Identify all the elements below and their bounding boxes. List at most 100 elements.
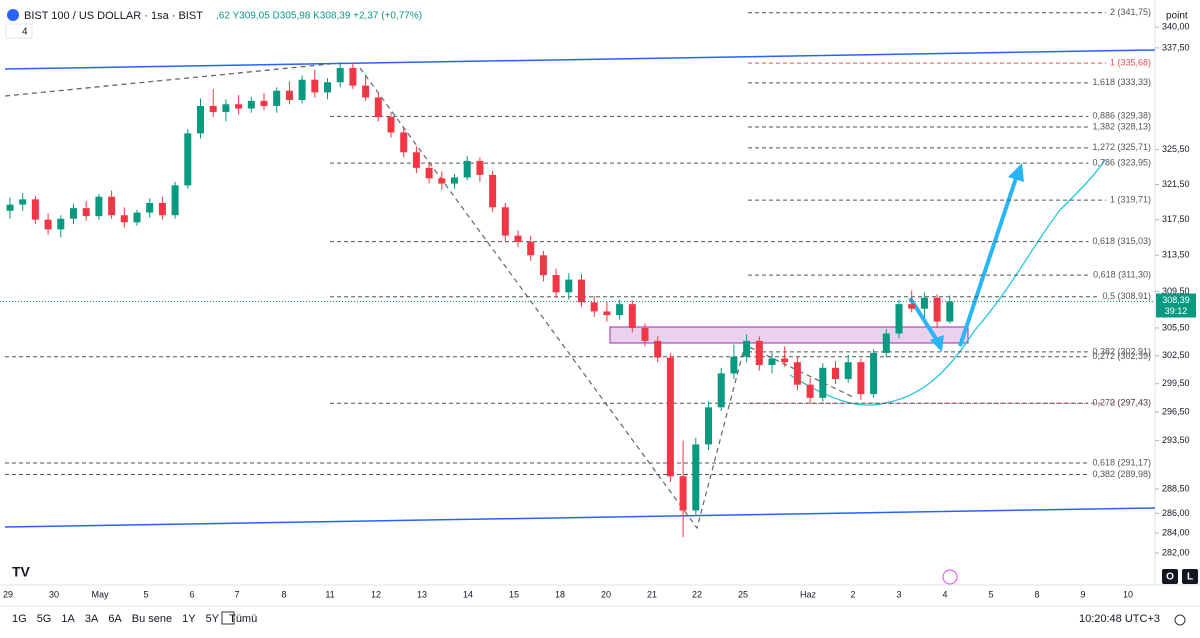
indicator-count: 4	[22, 27, 28, 38]
arrow-head	[930, 335, 944, 352]
body	[44, 219, 52, 230]
level-label: 0,618 (291,17)	[1092, 457, 1151, 467]
x-tick-label: 5	[143, 589, 148, 599]
level-label: 0,618 (315,03)	[1092, 236, 1151, 246]
body	[311, 79, 319, 93]
body	[870, 352, 878, 395]
body	[146, 202, 154, 213]
body	[209, 105, 217, 112]
level-label: 0,382 (302,91)	[1092, 346, 1151, 356]
body	[374, 97, 382, 118]
x-tick-label: 7	[234, 589, 239, 599]
x-tick-label: 6	[189, 589, 194, 599]
body	[285, 90, 293, 101]
x-tick-label: 22	[692, 589, 702, 599]
body	[362, 85, 370, 98]
body	[857, 362, 865, 395]
range-button[interactable]: 5G	[37, 613, 52, 625]
x-tick-label: 4	[942, 589, 947, 599]
body	[590, 302, 598, 312]
symbol: BIST 100 / US DOLLAR · 1sa · BIST	[24, 10, 203, 22]
body	[832, 367, 839, 380]
body	[349, 67, 357, 86]
x-tick-label: 9	[1080, 589, 1085, 599]
range-button[interactable]: Tümü	[229, 613, 257, 625]
last-price: 308,39	[1162, 295, 1190, 305]
body	[412, 152, 420, 168]
range-button[interactable]: 1Y	[182, 613, 196, 625]
level-label: 0,5 (308,91)	[1102, 291, 1151, 301]
x-tick-label: 8	[1034, 589, 1039, 599]
body	[57, 218, 65, 230]
settings-icon[interactable]	[1174, 614, 1186, 626]
x-tick-label: 2	[850, 589, 855, 599]
range-button[interactable]: 3A	[85, 613, 99, 625]
body	[95, 196, 103, 217]
ohlc: ,62 Y309,05 D305,98 K308,39 +2,37 (+0,77…	[216, 11, 422, 22]
body	[463, 160, 471, 178]
body	[933, 297, 941, 322]
body	[844, 362, 852, 380]
arrow-head	[1008, 163, 1024, 182]
body	[298, 79, 306, 101]
level-label: 0,272 (302,39)	[1092, 351, 1151, 361]
y-tick-label: 321,50	[1162, 179, 1190, 189]
y-tick-label: 317,50	[1162, 214, 1190, 224]
alert-icon[interactable]	[942, 569, 958, 585]
indicator-toggle[interactable]	[5, 23, 33, 39]
y-tick-label: 286,00	[1162, 508, 1190, 518]
scale-button[interactable]	[1162, 569, 1178, 584]
range-button[interactable]: Bu sene	[132, 613, 172, 625]
range-button[interactable]: 5Y	[206, 613, 220, 625]
range-button[interactable]: 1G	[12, 613, 27, 625]
level-label: 0,786 (323,95)	[1092, 157, 1151, 167]
x-tick-label: 8	[281, 589, 286, 599]
level-label: 2 (341,75)	[1110, 7, 1151, 17]
y-tick-label: 284,00	[1162, 528, 1190, 538]
body	[489, 174, 497, 208]
x-tick-label: Haz	[800, 589, 817, 599]
body	[908, 304, 916, 309]
trend-line	[4, 49, 1156, 70]
level-label: 1,272 (325,71)	[1092, 142, 1151, 152]
y-tick-label: 309,50	[1162, 286, 1190, 296]
body	[273, 90, 281, 106]
level-label: 1,382 (328,13)	[1092, 121, 1151, 131]
body	[387, 117, 395, 133]
body	[539, 255, 547, 276]
scale-label: point	[1166, 11, 1188, 22]
zone-box	[609, 326, 969, 344]
body	[247, 100, 255, 109]
x-tick-label: 3	[896, 589, 901, 599]
calendar-icon[interactable]	[221, 611, 235, 625]
x-tick-label: 15	[509, 589, 519, 599]
body	[743, 340, 751, 357]
level-label: 0,382 (289,98)	[1092, 469, 1151, 479]
body	[565, 279, 573, 293]
scale-button-label: O	[1166, 572, 1174, 583]
y-tick-label: 305,50	[1162, 322, 1190, 332]
body	[184, 133, 192, 186]
body	[578, 279, 585, 303]
body	[895, 304, 903, 334]
body	[171, 185, 179, 216]
body	[666, 357, 674, 477]
body	[717, 373, 725, 408]
x-tick-label: 5	[988, 589, 993, 599]
x-tick-label: 29	[3, 589, 13, 599]
x-tick-label: May	[91, 589, 109, 599]
scale-button[interactable]	[1182, 569, 1198, 584]
candles	[6, 62, 954, 538]
range-button[interactable]: 6A	[108, 613, 122, 625]
body	[514, 235, 522, 242]
body	[120, 215, 128, 223]
body	[501, 207, 509, 236]
body	[222, 104, 230, 112]
range-button[interactable]: 1A	[61, 613, 75, 625]
body	[628, 304, 636, 328]
body	[133, 212, 141, 223]
x-tick-label: 12	[371, 589, 381, 599]
